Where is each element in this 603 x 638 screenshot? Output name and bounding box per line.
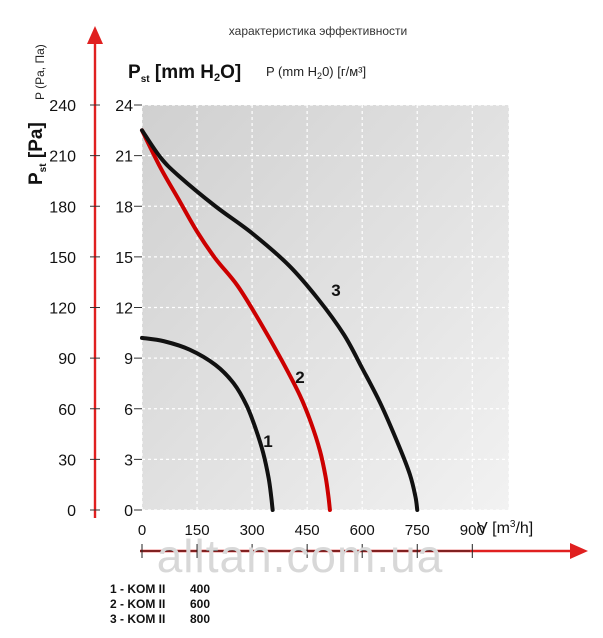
y-tick-mm-label: 12	[115, 301, 133, 318]
curve-1	[140, 335, 275, 512]
curves: 1 2 3	[140, 128, 420, 512]
legend-size-2: 600	[190, 597, 210, 611]
y-tick-mm-label: 18	[115, 199, 133, 216]
watermark: alltan.com.ua	[157, 530, 444, 582]
y-tick-pa-label: 210	[49, 149, 76, 166]
y-label-pa-main: Pst [Pa]	[26, 122, 49, 185]
curve-label-3: 3	[331, 281, 340, 300]
y-label-mm-group: Pst [mm H2O] P (mm H20) [г/м³]	[128, 62, 366, 85]
curve-label-1: 1	[263, 432, 272, 451]
y-tick-mm-label: 9	[124, 351, 133, 368]
curve-3	[140, 128, 420, 512]
y-tick-mm-label: 3	[124, 452, 133, 469]
legend-item-3: 3 - KOM II	[110, 612, 165, 626]
y-tick-pa-label: 240	[49, 98, 76, 115]
y-label-pa-group: Pst [Pa] P (Pa, Па)	[26, 44, 49, 185]
y-tick-mm-label: 24	[115, 98, 133, 115]
y-label-mm-main: Pst [mm H2O]	[128, 62, 241, 85]
x-tick-label: 150	[185, 522, 210, 539]
x-tick-label: 450	[295, 522, 320, 539]
x-tick-label: 300	[240, 522, 265, 539]
y-tick-pa-label: 90	[58, 351, 76, 368]
curve-2	[140, 128, 332, 512]
y-tick-mm-label: 0	[124, 503, 133, 520]
x-tick-label: 750	[405, 522, 430, 539]
y-tick-pa-label: 60	[58, 402, 76, 419]
legend-item-1: 1 - KOM II	[110, 582, 165, 596]
x-tick-label: 600	[350, 522, 375, 539]
curve-label-2: 2	[295, 368, 304, 387]
y-tick-pa-label: 120	[49, 301, 76, 318]
legend: 1 - KOM II 400 2 - KOM II 600 3 - KOM II 800	[110, 582, 210, 626]
legend-item-2: 2 - KOM II	[110, 597, 165, 611]
chart-header: характеристика эффективности	[229, 24, 407, 38]
legend-size-3: 800	[190, 612, 210, 626]
y-label-mm-secondary: P (mm H20) [г/м³]	[266, 64, 366, 81]
y-tick-pa-label: 0	[67, 503, 76, 520]
x-tick-label: 0	[138, 522, 146, 539]
y-tick-mm-label: 6	[124, 402, 133, 419]
y-tick-pa-label: 30	[58, 452, 76, 469]
y-label-pa-secondary: P (Pa, Па)	[33, 44, 47, 100]
x-tick-label: 900	[460, 522, 485, 539]
y-tick-pa-label: 180	[49, 199, 76, 216]
y-tick-mm-label: 15	[115, 250, 133, 267]
y-tick-pa-label: 150	[49, 250, 76, 267]
x-axis-label: V [m3/h]	[477, 519, 533, 537]
legend-size-1: 400	[190, 582, 210, 596]
y-tick-mm-label: 21	[115, 149, 133, 166]
